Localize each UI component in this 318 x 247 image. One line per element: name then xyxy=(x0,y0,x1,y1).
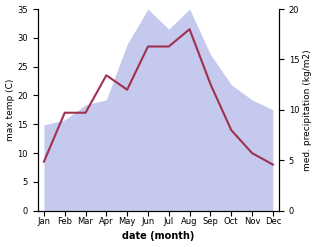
X-axis label: date (month): date (month) xyxy=(122,231,195,242)
Y-axis label: max temp (C): max temp (C) xyxy=(5,79,15,141)
Y-axis label: med. precipitation (kg/m2): med. precipitation (kg/m2) xyxy=(303,49,313,171)
